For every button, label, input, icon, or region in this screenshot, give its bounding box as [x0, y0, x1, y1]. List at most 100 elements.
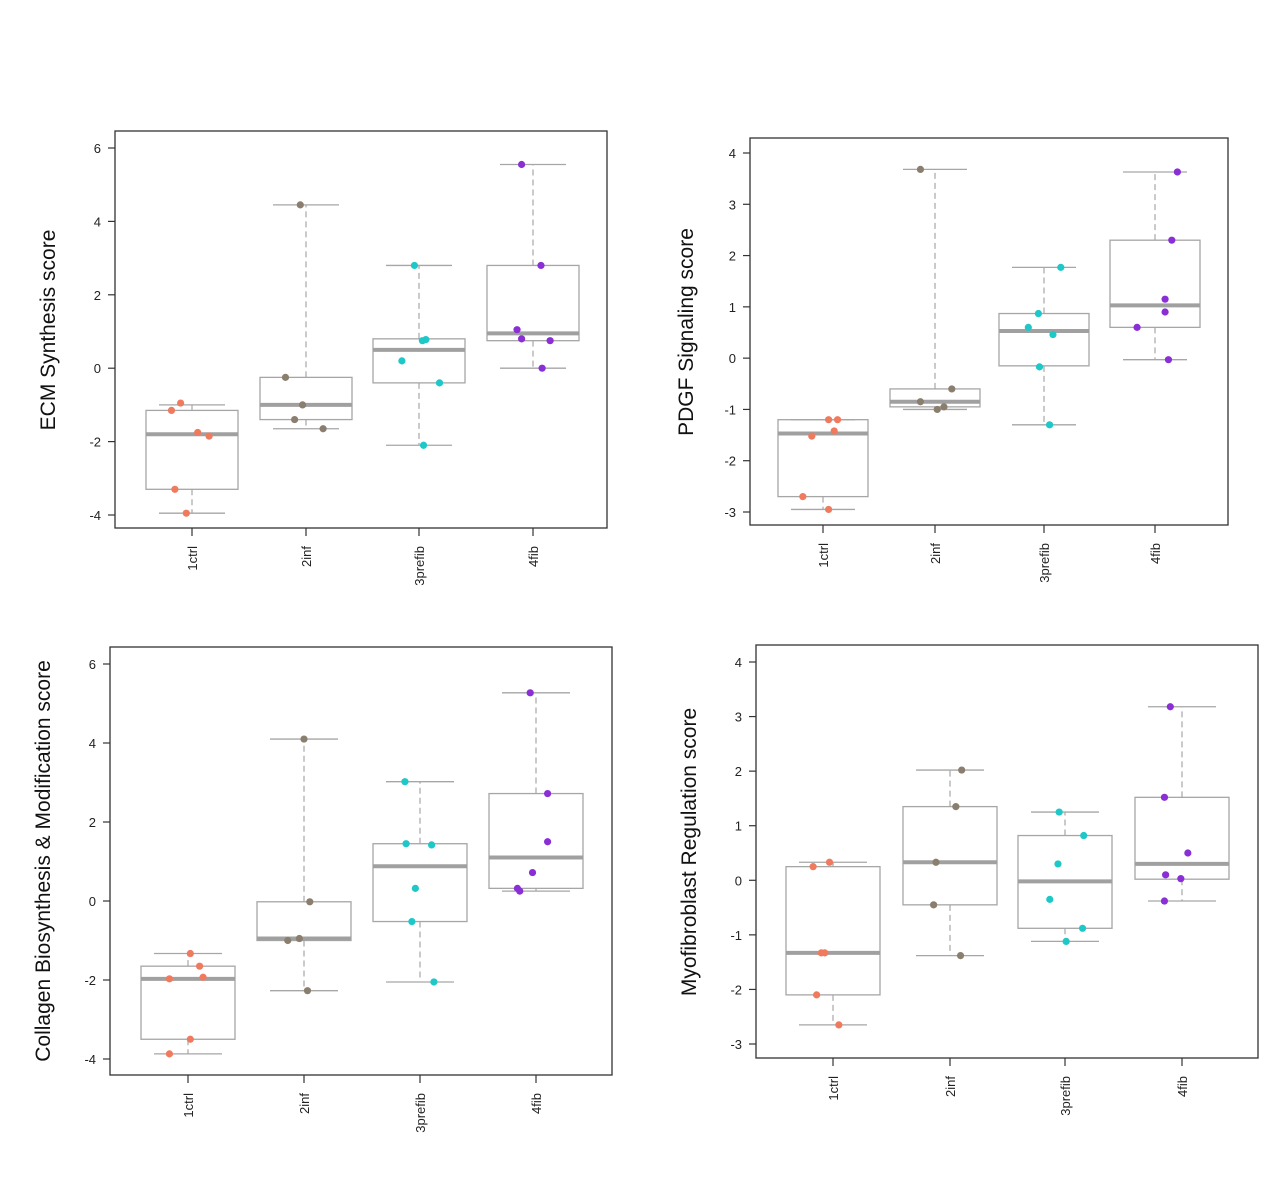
data-point-4fib [516, 887, 524, 895]
x-tick-label-2inf: 2inf [299, 546, 314, 567]
y-tick-label: 0 [89, 894, 96, 909]
y-tick-label: 3 [729, 197, 736, 212]
data-point-4fib [526, 689, 534, 697]
x-tick-label-3prefib: 3prefib [413, 1093, 428, 1133]
iqr-box [777, 419, 869, 498]
x-tick-label-4fib: 4fib [1175, 1076, 1190, 1097]
data-point-1ctrl [821, 949, 829, 957]
data-point-4fib [538, 364, 546, 372]
data-point-3prefib [419, 441, 428, 449]
data-point-3prefib [1080, 831, 1088, 840]
data-point-2inf [933, 405, 941, 414]
data-point-3prefib [410, 261, 419, 270]
y-tick-label: -4 [84, 1052, 96, 1067]
iqr-box [998, 312, 1090, 367]
y-tick-label: 0 [94, 361, 101, 376]
data-point-1ctrl [825, 858, 834, 866]
data-point-2inf [952, 803, 960, 811]
data-point-3prefib [1035, 363, 1044, 371]
x-tick-label-4fib: 4fib [526, 546, 541, 567]
y-axis-label: ECM Synthesis score [37, 230, 60, 431]
data-point-3prefib [398, 357, 406, 365]
iqr-box [486, 264, 580, 342]
data-point-4fib [1160, 793, 1169, 801]
x-tick-label-3prefib: 3prefib [1037, 543, 1052, 583]
box-1ctrl [785, 861, 881, 1026]
data-point-4fib [1160, 897, 1169, 905]
plot-frame [755, 644, 1259, 1059]
panel-top-left: -4 -2 0 2 4 6 1ctrl 2inf 3prefib 4fib ECM Synthesi… [37, 130, 608, 586]
iqr-box [902, 805, 998, 906]
data-point-1ctrl [177, 399, 185, 407]
y-tick-label: 0 [735, 873, 742, 888]
data-point-1ctrl [205, 432, 213, 440]
data-point-1ctrl [199, 973, 207, 981]
data-point-1ctrl [835, 1021, 843, 1029]
data-point-1ctrl [830, 427, 838, 435]
y-tick-label: -2 [724, 454, 736, 469]
data-point-2inf [916, 398, 925, 406]
plot-frame [114, 130, 608, 529]
data-point-4fib [518, 160, 526, 169]
data-point-2inf [319, 425, 327, 433]
data-point-2inf [284, 936, 292, 945]
y-tick-label: 2 [89, 815, 96, 830]
iqr-box [259, 376, 353, 421]
y-tick-label: 4 [94, 214, 101, 229]
data-point-3prefib [430, 978, 438, 986]
data-point-3prefib [1078, 924, 1087, 932]
y-tick-label: 2 [94, 288, 101, 303]
data-point-4fib [1161, 295, 1169, 303]
y-tick-label: -1 [730, 928, 742, 943]
box-4fib [488, 692, 584, 892]
y-tick-label: 2 [735, 764, 742, 779]
y-tick-label: 3 [735, 710, 742, 725]
x-tick-label-4fib: 4fib [529, 1093, 544, 1114]
data-point-1ctrl [165, 1050, 174, 1058]
box-3prefib [372, 264, 466, 446]
x-tick-label-1ctrl: 1ctrl [181, 1093, 196, 1118]
data-point-2inf [930, 901, 938, 909]
data-point-4fib [513, 326, 521, 334]
panel-top-right: -3 -2 -1 0 1 2 3 4 1ctrl 2inf 3prefib 4fib PDGF Sign… [675, 137, 1229, 583]
y-tick-label: -3 [724, 505, 736, 520]
iqr-box [256, 901, 352, 942]
iqr-box [488, 792, 584, 890]
x-tick-label-2inf: 2inf [943, 1076, 958, 1097]
data-point-2inf [303, 987, 312, 995]
data-point-2inf [281, 373, 290, 381]
y-axis-label: PDGF Signaling score [675, 228, 698, 436]
box-3prefib [372, 781, 468, 983]
data-point-1ctrl [808, 432, 816, 440]
data-point-1ctrl [186, 1035, 194, 1043]
data-point-1ctrl [167, 406, 176, 415]
iqr-box [372, 843, 468, 923]
data-point-3prefib [1024, 323, 1032, 331]
data-point-2inf [916, 165, 925, 174]
x-tick-label-3prefib: 3prefib [1058, 1076, 1073, 1116]
data-point-3prefib [1046, 895, 1054, 903]
data-point-1ctrl [165, 975, 174, 983]
data-point-1ctrl [825, 505, 833, 514]
y-tick-label: -1 [724, 402, 736, 417]
data-point-3prefib [1049, 330, 1057, 339]
x-tick-label-4fib: 4fib [1148, 543, 1163, 564]
data-point-1ctrl [196, 962, 204, 970]
data-point-3prefib [1054, 860, 1062, 868]
panel-bottom-right: -3 -2 -1 0 1 2 3 4 1ctrl 2inf 3prefib 4fib Myofibrob… [678, 644, 1259, 1116]
data-point-4fib [1166, 703, 1174, 711]
data-point-3prefib [1055, 808, 1063, 816]
data-point-3prefib [1046, 421, 1054, 429]
y-tick-label: -2 [89, 435, 101, 450]
iqr-box [785, 865, 881, 996]
x-tick-label-2inf: 2inf [928, 543, 943, 564]
data-point-4fib [537, 261, 545, 270]
data-point-3prefib [402, 840, 410, 848]
data-point-2inf [940, 403, 948, 411]
data-point-3prefib [1034, 309, 1042, 318]
data-point-4fib [1162, 871, 1170, 879]
data-point-2inf [958, 766, 966, 774]
y-tick-label: -2 [84, 973, 96, 988]
data-point-4fib [518, 335, 526, 343]
y-tick-label: 1 [729, 300, 736, 315]
